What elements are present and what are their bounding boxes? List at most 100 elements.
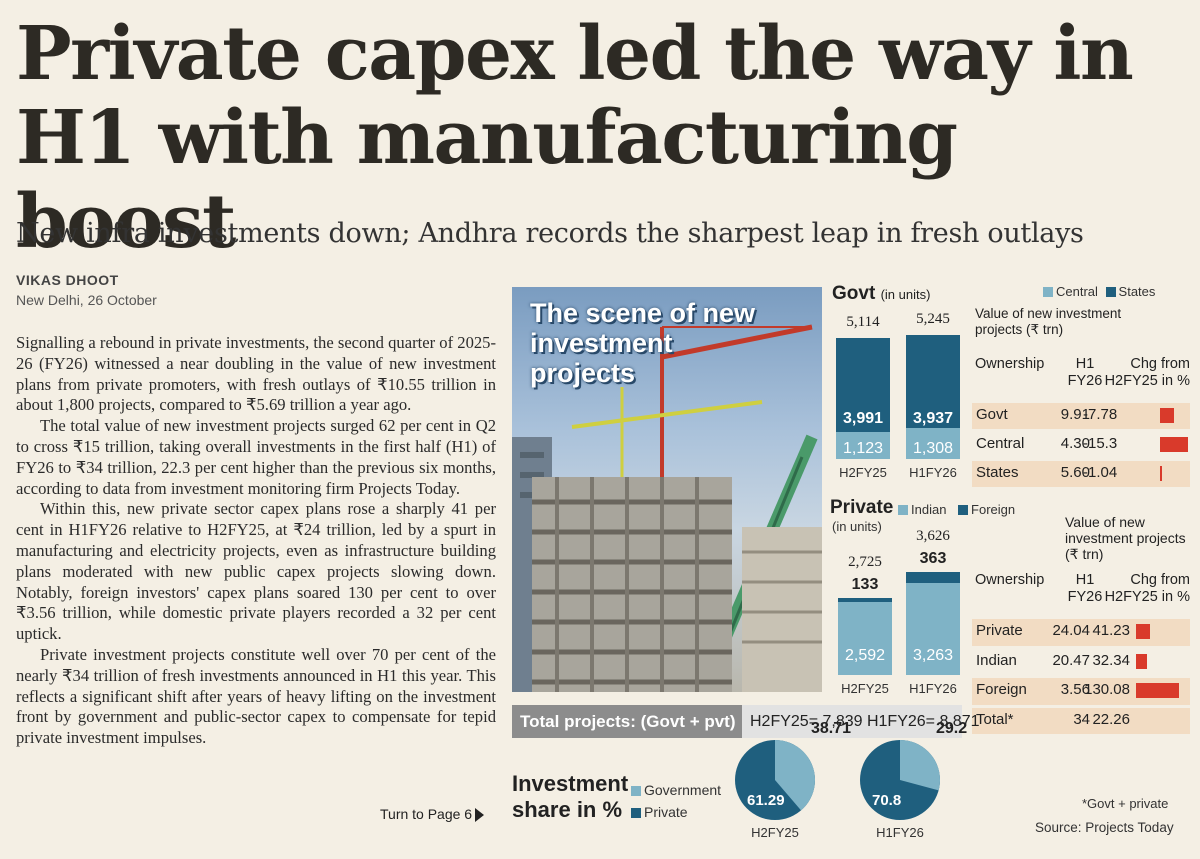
table-cell-owner: Private xyxy=(976,622,1023,639)
private-table-header-owner: Ownership xyxy=(975,572,1045,588)
table-cell-owner: States xyxy=(976,464,1019,481)
table-cell-chg: 130.08 xyxy=(1084,681,1130,698)
private-table-header-h1: H1 FY26 xyxy=(1067,572,1103,605)
change-bar xyxy=(1136,624,1150,639)
private-table-title: Value of new investment projects (₹ trn) xyxy=(1065,514,1186,562)
bar-category: H2FY25 xyxy=(841,681,889,696)
govt-table-title: Value of new investment projects (₹ trn) xyxy=(975,306,1122,337)
dateline: New Delhi, 26 October xyxy=(16,292,157,308)
govt-chart-title: Govt (in units) xyxy=(832,283,930,305)
legend-swatch-government xyxy=(631,786,641,796)
bar-total: 5,114 xyxy=(846,313,880,330)
legend-private: Private xyxy=(644,804,688,820)
article-body: Signalling a rebound in private investme… xyxy=(16,333,496,749)
source-note: Source: Projects Today xyxy=(1035,820,1174,835)
pie-label-private: 61.29 xyxy=(747,792,785,809)
bar-total: 3,626 xyxy=(916,528,950,545)
pie-label-private: 70.8 xyxy=(872,792,902,809)
table-cell-owner: Total* xyxy=(976,710,1014,728)
govt-table-header-chg: Chg from H2FY25 in % xyxy=(1104,356,1190,389)
footnote: *Govt + private xyxy=(1082,796,1169,811)
bar-total: 2,725 xyxy=(848,553,882,570)
table-cell-h1: 5.60 xyxy=(1060,464,1090,481)
bar-states xyxy=(836,337,890,433)
govt-legend: Central States xyxy=(1043,284,1155,299)
construction-illustration xyxy=(512,324,822,692)
total-projects-values: H2FY25= 7,839 H1FY26= 8,871 xyxy=(742,705,980,738)
table-cell-h1: 9.91 xyxy=(1060,406,1090,423)
deck: New infra investments down; Andhra recor… xyxy=(16,218,1084,249)
private-legend: Indian Foreign xyxy=(898,502,1015,517)
table-cell-chg: 41.23 xyxy=(1092,622,1130,639)
bar-total: 5,245 xyxy=(916,310,950,327)
change-bar xyxy=(1160,437,1189,452)
table-cell-h1: 34 xyxy=(1073,710,1090,728)
legend-foreign: Foreign xyxy=(971,502,1016,517)
table-cell-owner: Foreign xyxy=(976,681,1027,698)
legend-swatch-foreign xyxy=(958,505,969,515)
value-central: 1,123 xyxy=(842,440,884,457)
bar-category: H1FY26 xyxy=(909,465,957,480)
table-cell-h1: 4.30 xyxy=(1060,435,1090,452)
pie-period: H2FY25 xyxy=(751,825,799,840)
legend-swatch-private xyxy=(631,808,641,818)
photo-title: The scene of new investment projects xyxy=(530,298,756,388)
legend-swatch-central xyxy=(1043,287,1053,297)
change-bar xyxy=(1136,653,1147,669)
pie-slice-government xyxy=(900,740,940,791)
table-cell-chg: 22.26 xyxy=(1092,710,1130,728)
bar-foreign xyxy=(838,597,892,602)
value-indian: 3,263 xyxy=(912,647,954,664)
value-foreign: 363 xyxy=(919,550,947,568)
table-cell-chg: -15.3 xyxy=(1083,435,1118,452)
govt-unit: (in units) xyxy=(880,287,931,302)
investment-share-legend: Government Private xyxy=(631,779,721,823)
article-paragraph: The total value of new investment projec… xyxy=(16,416,496,498)
value-states: 3,937 xyxy=(912,410,954,427)
table-row-bg xyxy=(972,707,1190,734)
turn-page-label: Turn to Page 6 xyxy=(380,806,473,822)
pie-label-government: 38.71 xyxy=(811,720,852,737)
article-paragraph: Signalling a rebound in private investme… xyxy=(16,333,496,415)
table-row-bg xyxy=(972,403,1190,429)
table-cell-h1: 24.04 xyxy=(1052,622,1090,639)
value-indian: 2,592 xyxy=(844,647,886,664)
table-row-bg xyxy=(972,619,1190,646)
legend-swatch-states xyxy=(1105,287,1116,297)
bar-states xyxy=(906,334,960,428)
value-foreign: 133 xyxy=(851,575,879,593)
bar-central xyxy=(906,427,960,459)
change-bar xyxy=(1160,408,1175,423)
value-central: 1,308 xyxy=(912,440,954,457)
byline: VIKAS DHOOT xyxy=(16,272,119,288)
construction-photo xyxy=(512,287,822,692)
article-paragraph: Within this, new private sector capex pl… xyxy=(16,499,496,644)
private-chart-title: Private xyxy=(830,497,894,518)
legend-states: States xyxy=(1118,284,1156,299)
legend-swatch-indian xyxy=(898,505,908,515)
table-cell-owner: Govt xyxy=(976,406,1008,423)
bar-central xyxy=(836,432,890,459)
pie-slice-government xyxy=(775,740,815,811)
change-bar xyxy=(1136,683,1179,698)
value-states: 3,991 xyxy=(842,410,884,427)
bar-category: H1FY26 xyxy=(909,681,957,696)
table-cell-chg: -7.78 xyxy=(1083,406,1118,423)
govt-table-header-h1: H1 FY26 xyxy=(1067,356,1103,389)
bar-foreign xyxy=(906,572,960,583)
investment-share-title: Investment share in % xyxy=(512,771,629,822)
bar-category: H2FY25 xyxy=(839,465,887,480)
change-bar xyxy=(1160,466,1162,481)
pie-chart xyxy=(860,740,940,820)
private-unit: (in units) xyxy=(832,519,882,534)
legend-indian: Indian xyxy=(911,502,947,517)
bar-indian xyxy=(838,601,892,675)
table-cell-chg: -1.04 xyxy=(1083,464,1118,481)
turn-page-link[interactable]: Turn to Page 6 xyxy=(380,806,485,823)
pie-label-government: 29.2 xyxy=(936,720,968,737)
headline: Private capex led the way in H1 with man… xyxy=(16,11,1134,265)
table-cell-h1: 20.47 xyxy=(1052,651,1090,669)
table-cell-owner: Central xyxy=(976,435,1025,452)
table-cell-h1: 3.56 xyxy=(1060,681,1090,698)
table-cell-owner: Indian xyxy=(976,651,1017,669)
